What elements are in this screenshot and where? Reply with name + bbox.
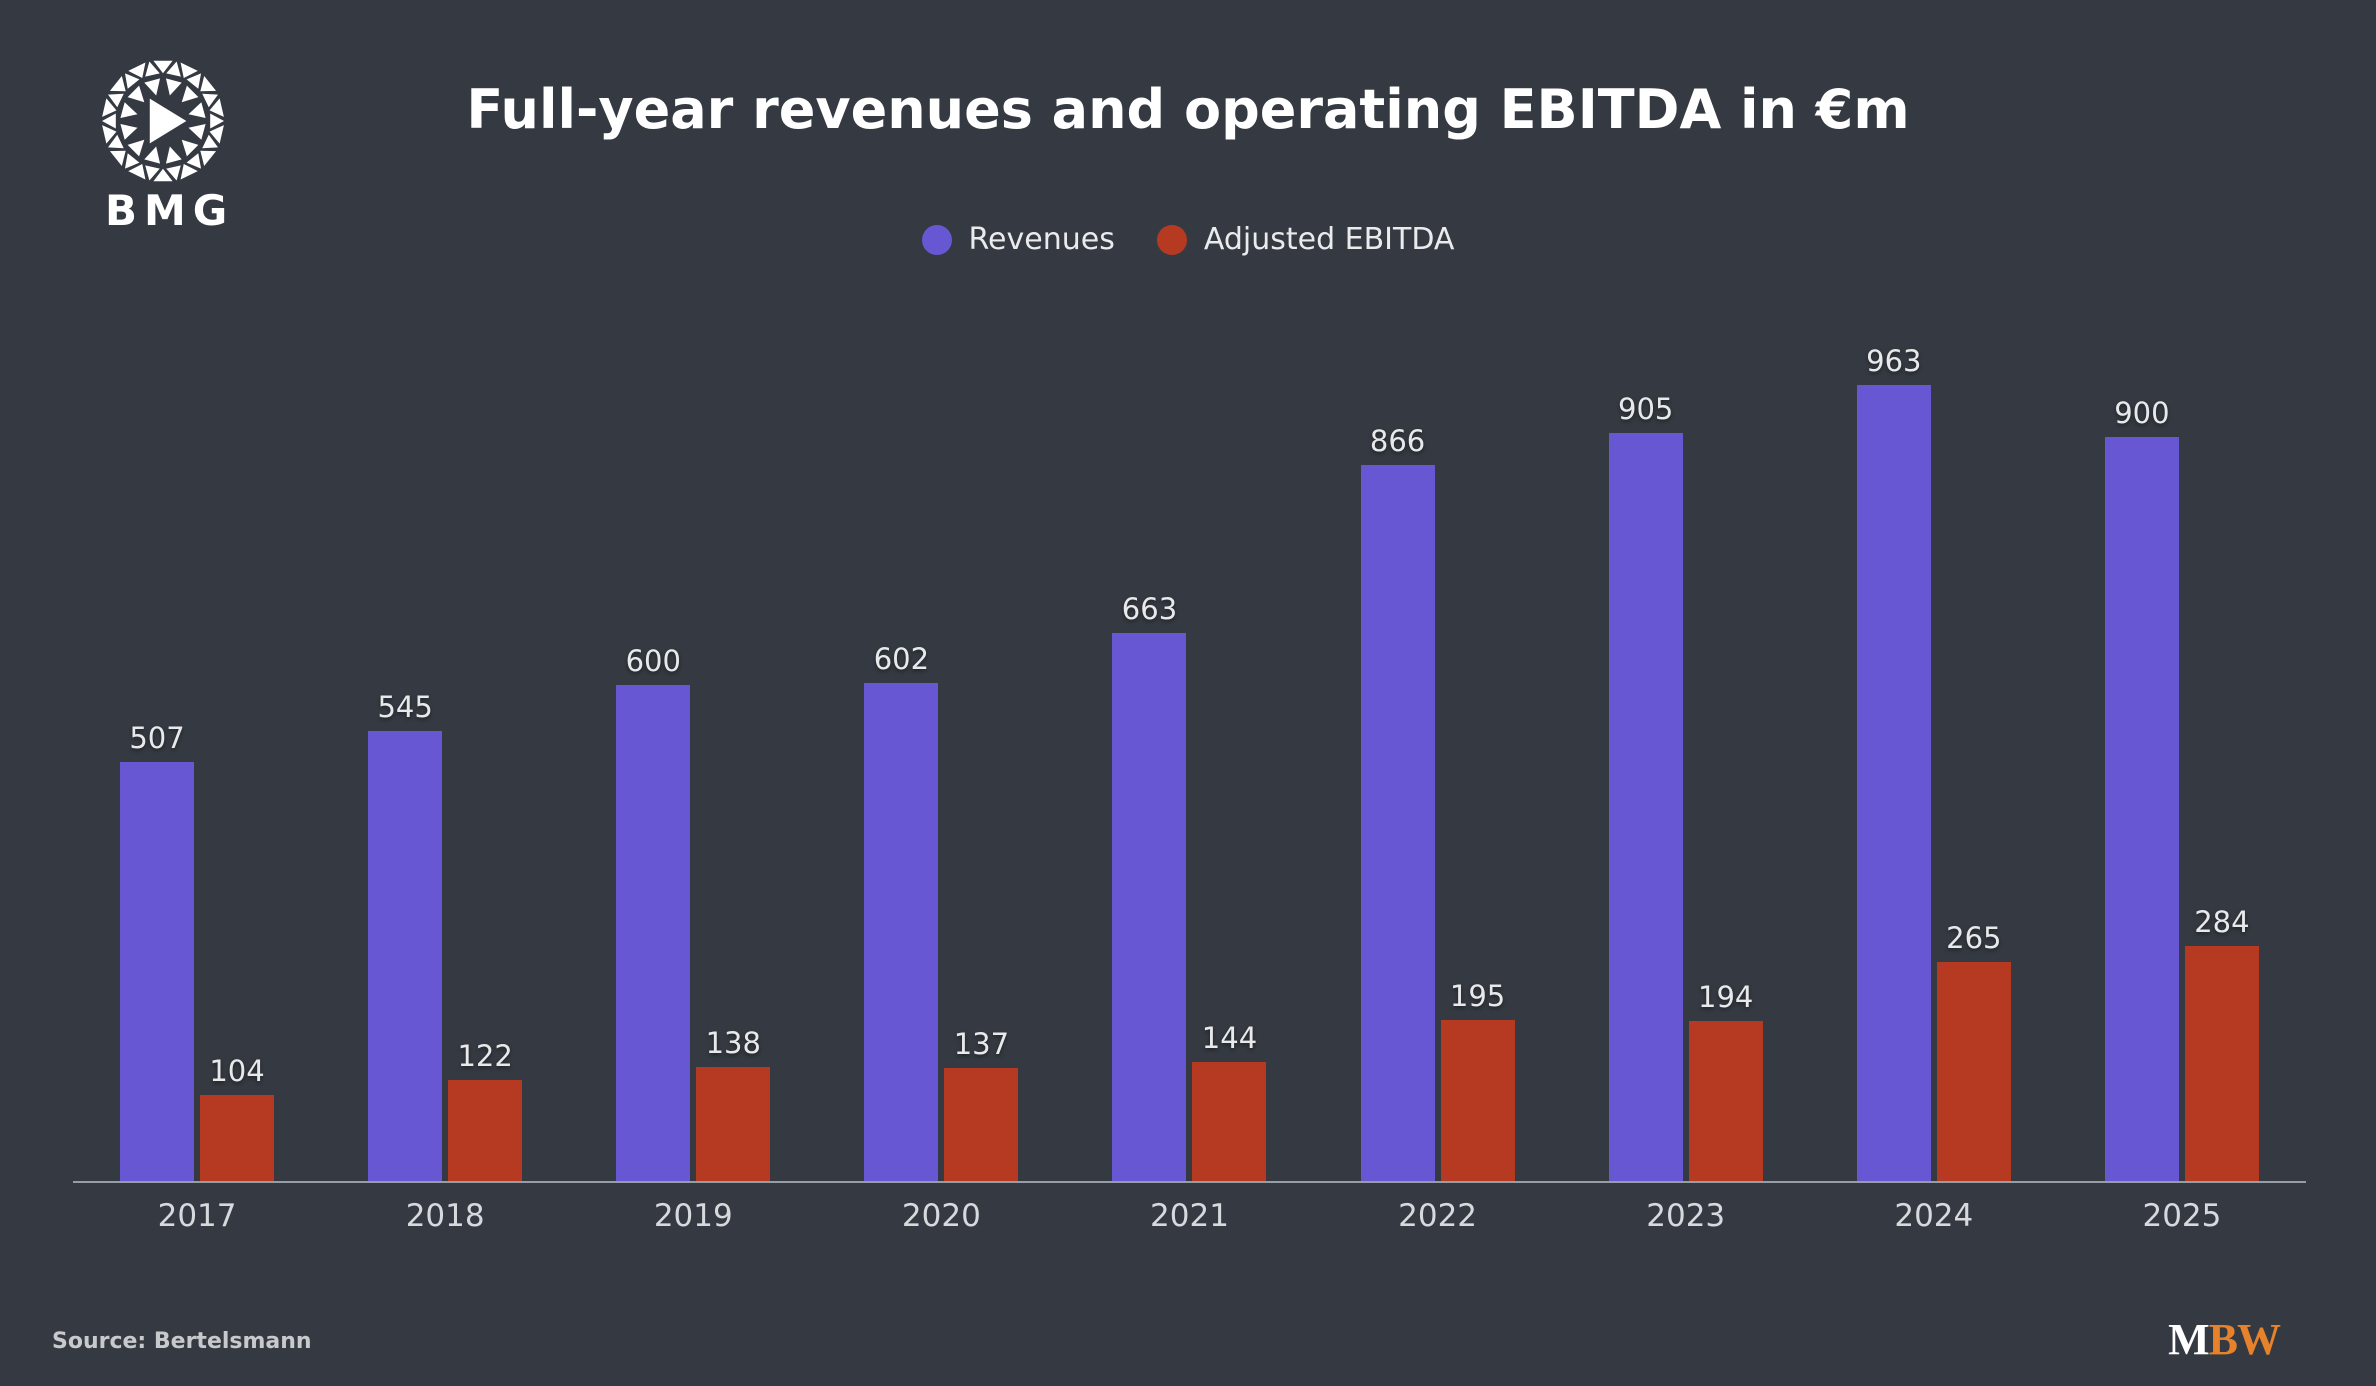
ebitda-bar-wrap: 138 [696, 1026, 771, 1181]
legend: Revenues Adjusted EBITDA [0, 222, 2376, 257]
revenue-bar [2104, 437, 2179, 1181]
ebitda-bar [1688, 1021, 1763, 1181]
bar-group: 905 194 [1562, 395, 1810, 1181]
bar-group: 602 137 [817, 645, 1065, 1181]
ebitda-bar-wrap: 144 [1192, 1021, 1267, 1181]
ebitda-value-label: 104 [209, 1054, 265, 1088]
revenue-bar [1608, 433, 1683, 1181]
legend-item-revenues: Revenues [921, 222, 1115, 257]
bmg-logo: BMG [98, 60, 228, 232]
revenue-value-label: 905 [1618, 392, 1674, 426]
revenue-value-label: 663 [1121, 592, 1178, 626]
plot-area: 507 104 545 122 600 138 602 137 663 144 866 195 905 1… [73, 281, 2306, 1181]
ebitda-bar [200, 1095, 275, 1181]
ebitda-legend-label: Adjusted EBITDA [1203, 222, 1455, 257]
revenues-swatch-icon [921, 224, 952, 255]
revenue-value-label: 602 [873, 642, 930, 676]
ebitda-bar [1936, 962, 2011, 1181]
bar-group: 545 122 [321, 693, 569, 1181]
x-axis-label: 2017 [157, 1198, 237, 1234]
x-axis-labels: 2017 2018 2019 2020 2021 2022 2023 2024 2025 [73, 1198, 2306, 1234]
ebitda-value-label: 195 [1449, 979, 1506, 1013]
revenue-bar [864, 683, 939, 1181]
ebitda-value-label: 137 [953, 1027, 1010, 1061]
revenue-bar [120, 762, 195, 1181]
revenue-value-label: 507 [129, 721, 185, 755]
revenue-bar-wrap: 963 [1856, 344, 1931, 1181]
source-note: Source: Bertelsmann [52, 1329, 312, 1354]
revenue-value-label: 963 [1866, 344, 1922, 378]
ebitda-bar [2184, 946, 2259, 1181]
revenue-bar [368, 731, 443, 1181]
bar-group: 963 265 [1810, 347, 2058, 1181]
bmg-logo-text: BMG [105, 186, 235, 235]
revenue-bar-wrap: 507 [120, 721, 195, 1181]
revenue-bar [616, 685, 691, 1181]
legend-item-adjusted-ebitda: Adjusted EBITDA [1156, 222, 1455, 257]
ebitda-bar-wrap: 265 [1936, 921, 2011, 1181]
bar-group: 600 138 [569, 647, 817, 1181]
revenue-bar-wrap: 663 [1112, 592, 1187, 1181]
ebitda-bar-wrap: 194 [1688, 980, 1763, 1181]
ebitda-bar-wrap: 137 [944, 1027, 1019, 1181]
bar-group: 866 195 [1314, 427, 1562, 1181]
revenue-value-label: 900 [2114, 396, 2170, 430]
mbw-logo-bw: BW [2208, 1315, 2281, 1364]
revenue-value-label: 866 [1369, 424, 1426, 458]
ebitda-swatch-icon [1156, 224, 1187, 255]
revenue-bar-wrap: 866 [1360, 424, 1435, 1181]
x-axis-label: 2020 [901, 1198, 981, 1234]
revenue-bar-wrap: 905 [1608, 392, 1683, 1181]
x-axis-label: 2021 [1150, 1198, 1229, 1234]
ebitda-bar [696, 1067, 771, 1181]
bar-group: 507 104 [73, 724, 321, 1181]
mbw-logo-m: M [2168, 1315, 2210, 1364]
bar-group: 663 144 [1065, 595, 1313, 1181]
ebitda-bar [1440, 1020, 1515, 1181]
revenue-value-label: 600 [625, 644, 681, 678]
ebitda-value-label: 284 [2194, 905, 2250, 939]
revenue-bar-wrap: 545 [368, 690, 443, 1181]
revenue-bar [1360, 465, 1435, 1181]
revenues-legend-label: Revenues [968, 222, 1115, 257]
revenue-bar [1112, 633, 1187, 1181]
mbw-logo: MBW [2168, 1315, 2281, 1364]
ebitda-value-label: 194 [1698, 980, 1754, 1014]
ebitda-bar-wrap: 284 [2184, 905, 2259, 1181]
revenue-bar [1856, 385, 1931, 1181]
revenue-bar-wrap: 900 [2104, 396, 2179, 1181]
bar-group: 900 284 [2058, 399, 2306, 1181]
ebitda-bar [448, 1080, 523, 1181]
ebitda-value-label: 122 [457, 1039, 513, 1073]
ebitda-bar [1192, 1062, 1267, 1181]
chart-title: Full-year revenues and operating EBITDA … [466, 78, 1910, 141]
x-axis-label: 2023 [1646, 1198, 1726, 1234]
ebitda-value-label: 144 [1201, 1021, 1258, 1055]
x-axis-line [73, 1181, 2306, 1183]
ebitda-value-label: 265 [1946, 921, 2002, 955]
revenue-bar-wrap: 602 [864, 642, 939, 1181]
bmg-globe-icon [102, 60, 224, 182]
ebitda-bar-wrap: 122 [448, 1039, 523, 1181]
x-axis-label: 2022 [1398, 1198, 1478, 1234]
x-axis-label: 2019 [653, 1198, 733, 1234]
ebitda-bar-wrap: 195 [1440, 979, 1515, 1181]
revenue-value-label: 545 [377, 690, 433, 724]
x-axis-label: 2018 [405, 1198, 485, 1234]
x-axis-label: 2024 [1894, 1198, 1974, 1234]
x-axis-label: 2025 [2142, 1198, 2222, 1234]
ebitda-bar [944, 1068, 1019, 1181]
ebitda-bar-wrap: 104 [200, 1054, 275, 1181]
ebitda-value-label: 138 [705, 1026, 761, 1060]
revenue-bar-wrap: 600 [616, 644, 691, 1181]
